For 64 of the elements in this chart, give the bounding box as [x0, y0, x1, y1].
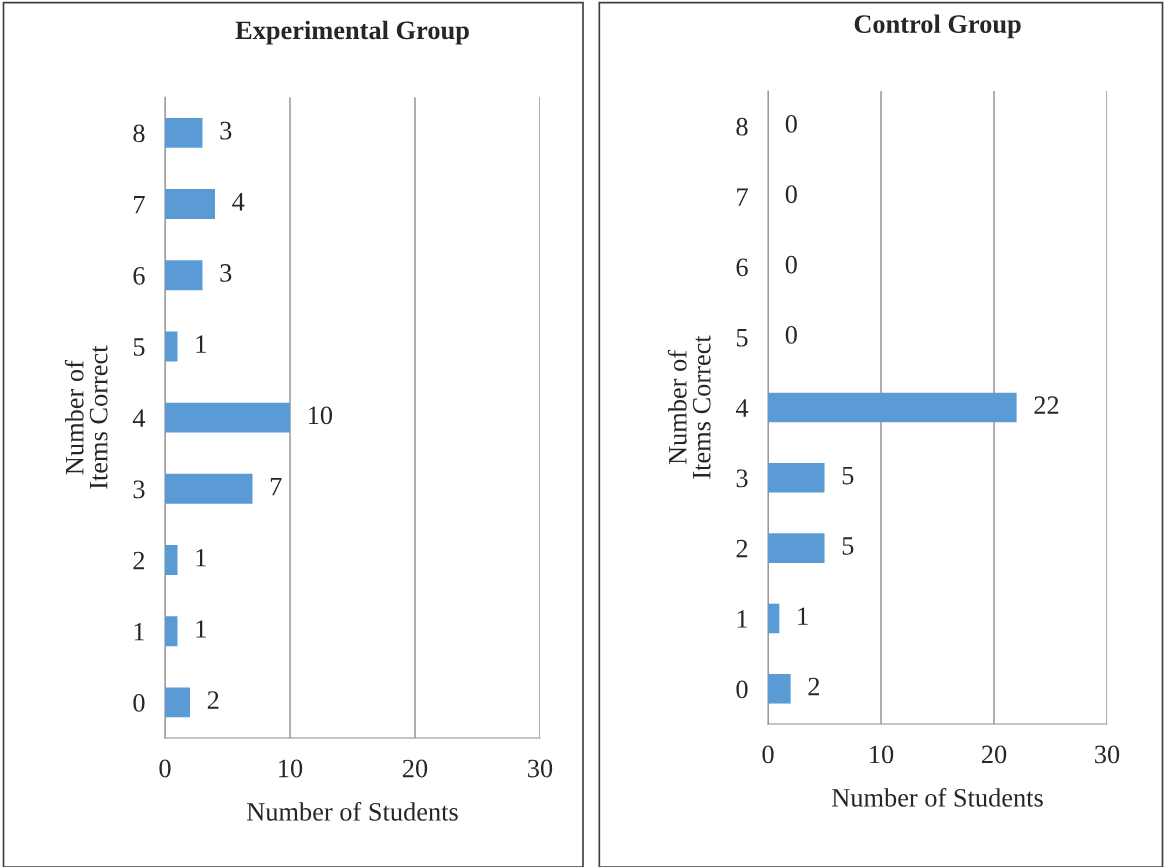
y-tick-label: 2 [736, 539, 748, 558]
data-label: 0 [785, 325, 797, 344]
x-tick-label: 10 [279, 759, 303, 778]
y-tick-label: 2 [133, 551, 145, 570]
y-tick-label: 5 [736, 329, 748, 347]
bar [164, 331, 178, 362]
data-label: 5 [842, 537, 854, 555]
data-label: 5 [842, 466, 854, 485]
y-tick-label: 8 [133, 124, 145, 143]
y-tick-label: 3 [736, 469, 748, 488]
x-axis-title: Number of Students [832, 787, 1043, 807]
y-tick-label: 6 [133, 266, 145, 285]
bar [768, 674, 791, 704]
y-axis-title: Number of Items Correct [64, 345, 108, 489]
chart-title: Control Group [854, 14, 1021, 39]
x-tick-label: 10 [870, 745, 894, 764]
bar [164, 402, 290, 433]
bar [164, 473, 253, 504]
y-tick-label: 0 [133, 694, 145, 712]
x-tick-label: 30 [528, 759, 553, 778]
x-tick-label: 20 [981, 745, 1007, 764]
data-label: 1 [196, 335, 206, 353]
bar [164, 117, 203, 148]
data-label: 22 [1034, 396, 1059, 414]
bar [164, 687, 190, 718]
x-axis-title: Number of Students [246, 801, 458, 821]
bar [768, 463, 825, 493]
bar [164, 260, 203, 291]
y-tick-label: 4 [735, 399, 749, 417]
bar [768, 392, 1017, 423]
bar [164, 189, 215, 220]
data-label: 3 [220, 121, 232, 140]
data-label: 3 [220, 264, 232, 282]
x-tick-label: 20 [402, 759, 428, 778]
data-label: 7 [270, 477, 282, 496]
bar [768, 603, 780, 634]
chart-title: Experimental Group [235, 20, 469, 45]
y-tick-label: 1 [737, 610, 748, 628]
y-axis-title: Number of Items Correct [667, 335, 711, 479]
x-tick-label: 30 [1095, 745, 1120, 764]
data-label: 4 [232, 193, 245, 211]
bar [164, 545, 178, 575]
y-tick-label: 0 [736, 680, 748, 699]
data-label: 0 [785, 185, 797, 204]
y-tick-label: 5 [133, 338, 145, 356]
y-tick-label: 4 [132, 409, 146, 427]
bar [164, 616, 178, 647]
y-tick-label: 1 [134, 622, 144, 641]
data-label: 2 [207, 691, 219, 709]
y-tick-label: 7 [134, 195, 145, 214]
x-tick-label: 0 [159, 759, 171, 778]
data-label: 10 [308, 406, 333, 425]
y-tick-label: 3 [133, 480, 145, 499]
y-tick-label: 8 [736, 117, 748, 136]
x-tick-label: 0 [762, 745, 774, 764]
data-label: 1 [196, 620, 206, 638]
data-label: 2 [808, 677, 820, 696]
y-tick-label: 6 [736, 258, 748, 277]
data-label: 0 [785, 255, 797, 274]
y-tick-label: 7 [737, 188, 748, 206]
data-label: 0 [785, 114, 797, 133]
data-label: 1 [798, 607, 808, 625]
data-label: 1 [196, 548, 206, 567]
bar [768, 533, 825, 563]
